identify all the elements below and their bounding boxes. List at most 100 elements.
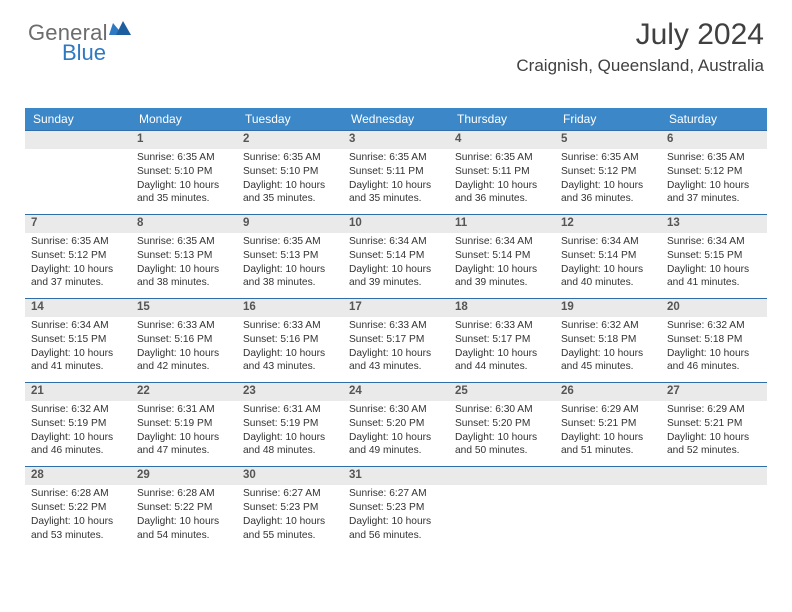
day-number-cell: 5: [555, 131, 661, 150]
day-detail-cell: Sunrise: 6:27 AMSunset: 5:23 PMDaylight:…: [237, 485, 343, 550]
day-number: 18: [449, 299, 555, 315]
week-detail-row: Sunrise: 6:35 AMSunset: 5:10 PMDaylight:…: [25, 149, 767, 215]
day-detail-text: Sunrise: 6:35 AMSunset: 5:11 PMDaylight:…: [449, 149, 555, 214]
day-detail-cell: Sunrise: 6:33 AMSunset: 5:16 PMDaylight:…: [131, 317, 237, 383]
location-label: Craignish, Queensland, Australia: [516, 56, 764, 76]
day-number: 22: [131, 383, 237, 399]
day-number-cell: 9: [237, 215, 343, 234]
day-number: 1: [131, 131, 237, 147]
day-number: 4: [449, 131, 555, 147]
day-number-cell: 28: [25, 467, 131, 486]
column-header: Wednesday: [343, 108, 449, 131]
column-header: Tuesday: [237, 108, 343, 131]
day-detail-text: Sunrise: 6:33 AMSunset: 5:16 PMDaylight:…: [237, 317, 343, 382]
day-number-cell: [661, 467, 767, 486]
day-number: 11: [449, 215, 555, 231]
day-number: 20: [661, 299, 767, 315]
day-detail-cell: Sunrise: 6:28 AMSunset: 5:22 PMDaylight:…: [25, 485, 131, 550]
day-number: 24: [343, 383, 449, 399]
day-number-cell: 21: [25, 383, 131, 402]
day-detail-text: Sunrise: 6:32 AMSunset: 5:19 PMDaylight:…: [25, 401, 131, 466]
day-detail-cell: [25, 149, 131, 215]
day-number-cell: 3: [343, 131, 449, 150]
day-detail-cell: Sunrise: 6:34 AMSunset: 5:14 PMDaylight:…: [555, 233, 661, 299]
day-number-cell: [449, 467, 555, 486]
day-detail-cell: Sunrise: 6:30 AMSunset: 5:20 PMDaylight:…: [343, 401, 449, 467]
day-detail-cell: Sunrise: 6:32 AMSunset: 5:19 PMDaylight:…: [25, 401, 131, 467]
day-detail-cell: Sunrise: 6:35 AMSunset: 5:10 PMDaylight:…: [237, 149, 343, 215]
day-number-cell: 20: [661, 299, 767, 318]
day-detail-text: Sunrise: 6:32 AMSunset: 5:18 PMDaylight:…: [661, 317, 767, 382]
week-number-row: 28293031: [25, 467, 767, 486]
day-detail-text: Sunrise: 6:27 AMSunset: 5:23 PMDaylight:…: [237, 485, 343, 550]
day-detail-text: Sunrise: 6:34 AMSunset: 5:14 PMDaylight:…: [449, 233, 555, 298]
day-detail-cell: Sunrise: 6:35 AMSunset: 5:11 PMDaylight:…: [343, 149, 449, 215]
brand-mark-icon: [109, 19, 131, 40]
day-detail-cell: Sunrise: 6:31 AMSunset: 5:19 PMDaylight:…: [237, 401, 343, 467]
column-header: Thursday: [449, 108, 555, 131]
day-number-cell: 23: [237, 383, 343, 402]
day-number: 15: [131, 299, 237, 315]
day-number-cell: 12: [555, 215, 661, 234]
day-number: 19: [555, 299, 661, 315]
day-number: 26: [555, 383, 661, 399]
day-number: 5: [555, 131, 661, 147]
week-detail-row: Sunrise: 6:35 AMSunset: 5:12 PMDaylight:…: [25, 233, 767, 299]
day-detail-text: Sunrise: 6:35 AMSunset: 5:12 PMDaylight:…: [555, 149, 661, 214]
day-detail-text: Sunrise: 6:28 AMSunset: 5:22 PMDaylight:…: [131, 485, 237, 550]
day-number-cell: 15: [131, 299, 237, 318]
day-detail-text: Sunrise: 6:34 AMSunset: 5:14 PMDaylight:…: [343, 233, 449, 298]
day-detail-cell: Sunrise: 6:33 AMSunset: 5:17 PMDaylight:…: [449, 317, 555, 383]
day-number: 29: [131, 467, 237, 483]
day-number: 27: [661, 383, 767, 399]
day-number: 30: [237, 467, 343, 483]
day-number-cell: 24: [343, 383, 449, 402]
day-detail-cell: Sunrise: 6:35 AMSunset: 5:12 PMDaylight:…: [661, 149, 767, 215]
day-number: 8: [131, 215, 237, 231]
day-detail-text: Sunrise: 6:29 AMSunset: 5:21 PMDaylight:…: [555, 401, 661, 466]
day-detail-cell: Sunrise: 6:34 AMSunset: 5:14 PMDaylight:…: [343, 233, 449, 299]
week-detail-row: Sunrise: 6:32 AMSunset: 5:19 PMDaylight:…: [25, 401, 767, 467]
day-detail-text: Sunrise: 6:27 AMSunset: 5:23 PMDaylight:…: [343, 485, 449, 550]
column-header: Monday: [131, 108, 237, 131]
day-detail-text: Sunrise: 6:31 AMSunset: 5:19 PMDaylight:…: [131, 401, 237, 466]
week-number-row: 14151617181920: [25, 299, 767, 318]
column-header: Friday: [555, 108, 661, 131]
day-number-cell: 11: [449, 215, 555, 234]
day-detail-cell: [661, 485, 767, 550]
day-detail-cell: Sunrise: 6:34 AMSunset: 5:15 PMDaylight:…: [661, 233, 767, 299]
day-number-cell: 14: [25, 299, 131, 318]
day-detail-cell: Sunrise: 6:33 AMSunset: 5:17 PMDaylight:…: [343, 317, 449, 383]
calendar-header-row: SundayMondayTuesdayWednesdayThursdayFrid…: [25, 108, 767, 131]
day-detail-cell: Sunrise: 6:35 AMSunset: 5:13 PMDaylight:…: [237, 233, 343, 299]
day-detail-text: Sunrise: 6:33 AMSunset: 5:16 PMDaylight:…: [131, 317, 237, 382]
day-detail-cell: [449, 485, 555, 550]
day-detail-cell: Sunrise: 6:30 AMSunset: 5:20 PMDaylight:…: [449, 401, 555, 467]
day-detail-cell: Sunrise: 6:35 AMSunset: 5:13 PMDaylight:…: [131, 233, 237, 299]
day-detail-cell: Sunrise: 6:35 AMSunset: 5:10 PMDaylight:…: [131, 149, 237, 215]
day-number: 23: [237, 383, 343, 399]
day-detail-cell: Sunrise: 6:29 AMSunset: 5:21 PMDaylight:…: [555, 401, 661, 467]
day-number: 31: [343, 467, 449, 483]
day-detail-cell: Sunrise: 6:31 AMSunset: 5:19 PMDaylight:…: [131, 401, 237, 467]
day-number-cell: 17: [343, 299, 449, 318]
day-detail-cell: Sunrise: 6:34 AMSunset: 5:14 PMDaylight:…: [449, 233, 555, 299]
day-number-cell: [25, 131, 131, 150]
week-detail-row: Sunrise: 6:34 AMSunset: 5:15 PMDaylight:…: [25, 317, 767, 383]
title-block: July 2024 Craignish, Queensland, Austral…: [516, 18, 764, 76]
day-number-cell: 25: [449, 383, 555, 402]
day-detail-cell: [555, 485, 661, 550]
day-number-cell: 10: [343, 215, 449, 234]
day-number: 25: [449, 383, 555, 399]
calendar-container: SundayMondayTuesdayWednesdayThursdayFrid…: [0, 102, 792, 550]
day-detail-text: Sunrise: 6:33 AMSunset: 5:17 PMDaylight:…: [449, 317, 555, 382]
day-detail-text: Sunrise: 6:33 AMSunset: 5:17 PMDaylight:…: [343, 317, 449, 382]
day-number-cell: 19: [555, 299, 661, 318]
day-detail-cell: Sunrise: 6:27 AMSunset: 5:23 PMDaylight:…: [343, 485, 449, 550]
day-number: 21: [25, 383, 131, 399]
day-detail-text: Sunrise: 6:35 AMSunset: 5:12 PMDaylight:…: [25, 233, 131, 298]
day-detail-text: Sunrise: 6:34 AMSunset: 5:14 PMDaylight:…: [555, 233, 661, 298]
day-detail-cell: Sunrise: 6:28 AMSunset: 5:22 PMDaylight:…: [131, 485, 237, 550]
day-number-cell: 8: [131, 215, 237, 234]
day-detail-cell: Sunrise: 6:33 AMSunset: 5:16 PMDaylight:…: [237, 317, 343, 383]
